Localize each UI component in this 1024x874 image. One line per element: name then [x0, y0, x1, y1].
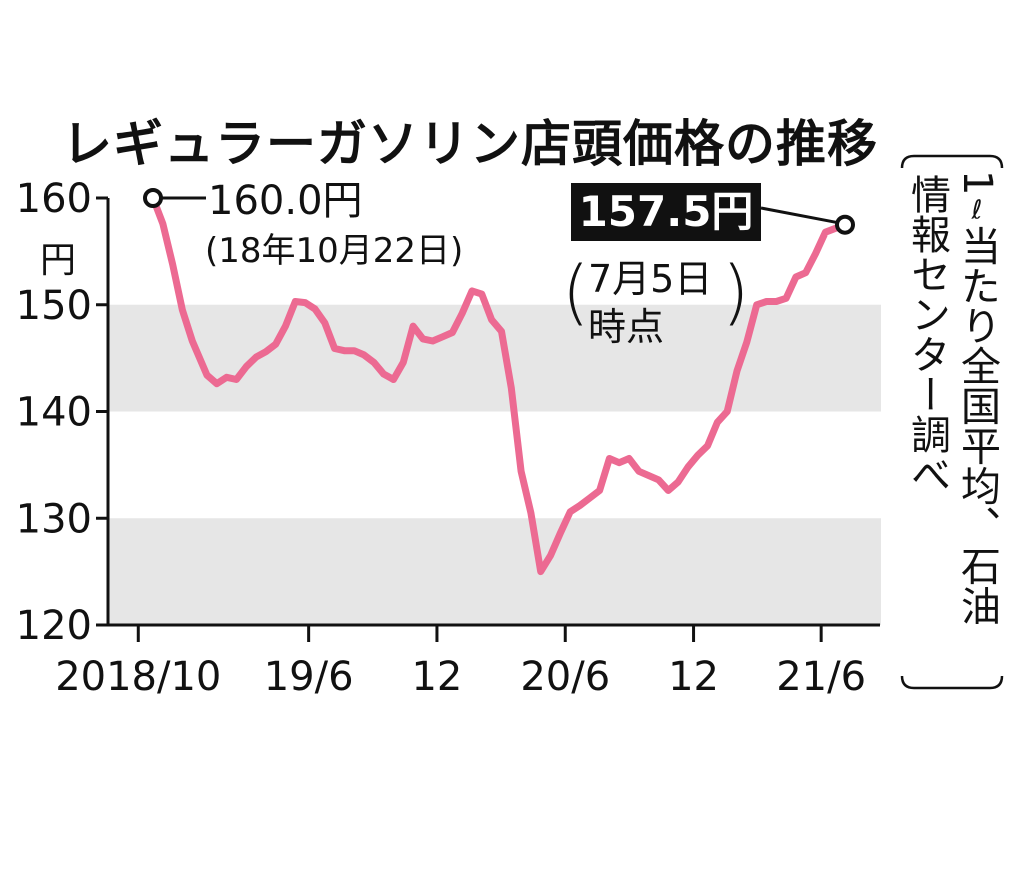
source-unit: ℓ — [962, 195, 992, 226]
x-tick-label: 12 — [668, 654, 719, 700]
grid-bands — [109, 304, 881, 625]
grid-band-1 — [109, 518, 881, 625]
y-tick-label: 150 — [16, 283, 92, 329]
source-bracket-top — [900, 154, 1004, 169]
x-tick-label: 2018/10 — [55, 654, 221, 700]
start-marker — [143, 188, 163, 208]
y-tick-label: 120 — [16, 603, 92, 649]
y-ticks: 160 150 140 130 120 — [16, 176, 108, 649]
y-tick-label: 140 — [16, 390, 92, 436]
end-price-label: 157.5円 — [579, 187, 754, 236]
end-date-label-2: 時点 — [588, 305, 664, 349]
paren-right: ) — [722, 251, 749, 333]
y-tick-label: 130 — [16, 496, 92, 542]
y-tick-label: 160 — [16, 176, 92, 222]
x-tick-label: 19/6 — [264, 654, 354, 700]
end-leader-line — [760, 206, 839, 225]
x-tick-label: 12 — [411, 654, 462, 700]
end-date-label-1: 7月5日 — [588, 257, 712, 301]
y-unit-label: 円 — [40, 240, 76, 281]
source-line-1-rest: 当たり全国平均、石油 — [954, 225, 1000, 626]
x-tick-label: 21/6 — [776, 654, 866, 700]
chart-title: レギュラーガソリン店頭価格の推移 — [62, 115, 878, 173]
start-date-label: (18年10月22日) — [205, 231, 463, 271]
end-price-box — [571, 183, 761, 241]
source-line-1: 1ℓ当たり全国平均、石油 — [954, 170, 1000, 625]
source-bracket-bottom — [900, 675, 1004, 690]
series-line — [149, 194, 849, 576]
paren-left: ( — [562, 251, 589, 333]
source-number: 1 — [954, 170, 1000, 196]
x-tick-label: 20/6 — [520, 654, 610, 700]
start-price-label: 160.0円 — [208, 178, 363, 224]
source-line-2: 情報センター調べ — [904, 174, 950, 494]
x-ticks: 2018/10 19/6 12 20/6 12 21/6 — [55, 625, 866, 700]
end-marker — [835, 214, 855, 235]
